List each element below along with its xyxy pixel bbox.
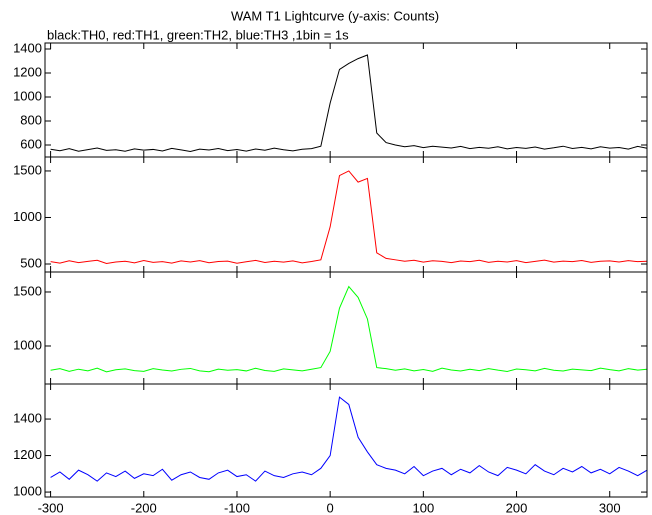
- y-tick-label: 1400: [13, 40, 42, 55]
- x-tick-label: -300: [38, 500, 64, 515]
- x-tick-label: 0: [327, 500, 334, 515]
- x-tick-label: 300: [599, 500, 621, 515]
- data-line: [50, 396, 648, 482]
- panel-frame: [44, 156, 648, 273]
- x-tick-label: 100: [412, 500, 434, 515]
- y-tick-label: 1400: [13, 410, 42, 425]
- panel-frame: [44, 42, 648, 158]
- y-tick-label: 1500: [13, 162, 42, 177]
- panel-frame: [44, 383, 648, 498]
- y-tick-label: 800: [20, 112, 42, 127]
- y-tick-label: 1200: [13, 64, 42, 79]
- y-tick-label: 1000: [13, 337, 42, 352]
- data-line: [50, 54, 648, 152]
- panel-frame: [44, 271, 648, 385]
- y-tick-label: 1200: [13, 447, 42, 462]
- y-tick-label: 1000: [13, 484, 42, 499]
- x-tick-label: -100: [224, 500, 250, 515]
- y-tick-label: 500: [20, 255, 42, 270]
- data-line: [50, 170, 648, 265]
- x-tick-label: -200: [131, 500, 157, 515]
- y-tick-label: 600: [20, 136, 42, 151]
- y-tick-label: 1000: [13, 88, 42, 103]
- y-tick-label: 1500: [13, 283, 42, 298]
- chart-title: WAM T1 Lightcurve (y-axis: Counts): [231, 8, 439, 23]
- chart-subtitle: black:TH0, red:TH1, green:TH2, blue:TH3 …: [47, 27, 349, 42]
- x-tick-label: 200: [506, 500, 528, 515]
- y-tick-label: 1000: [13, 209, 42, 224]
- data-line: [50, 285, 648, 373]
